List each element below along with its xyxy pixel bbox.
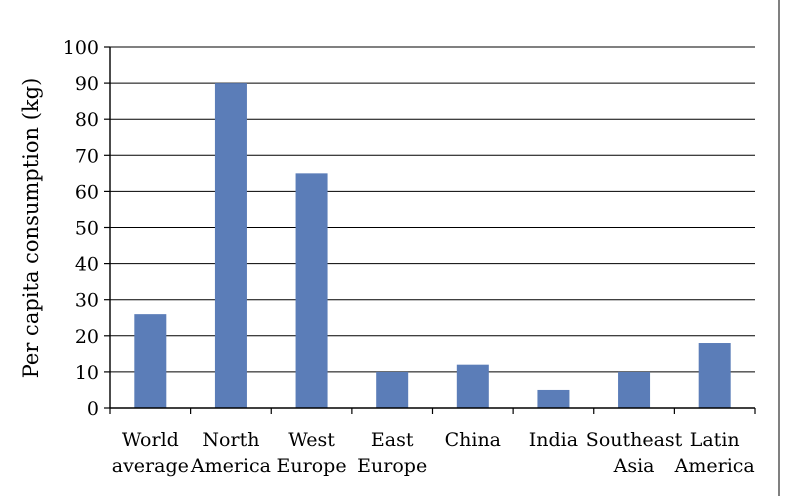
x-category-label: Latin America bbox=[674, 429, 755, 477]
y-tick-label: 0 bbox=[87, 398, 99, 420]
bar bbox=[295, 173, 328, 408]
x-category-label-line: East bbox=[371, 429, 414, 451]
x-category-label-line: North bbox=[202, 429, 259, 451]
x-category-label-line: America bbox=[190, 455, 271, 477]
x-category-label: East Europe bbox=[357, 429, 427, 477]
x-category-label-line: China bbox=[445, 429, 501, 451]
y-tick-label: 30 bbox=[75, 290, 99, 312]
y-tick-labels: 0 10 20 30 40 50 60 70 80 90 100 bbox=[63, 37, 99, 420]
x-category-label-line: America bbox=[674, 455, 755, 477]
x-category-label-line: India bbox=[529, 429, 578, 451]
gridlines bbox=[110, 46, 755, 373]
x-category-label: North America bbox=[190, 429, 271, 477]
x-category-label-line: Europe bbox=[357, 455, 427, 477]
y-tick-label: 90 bbox=[75, 73, 99, 95]
x-category-label-line: Southeast bbox=[586, 429, 683, 451]
y-tick-label: 100 bbox=[63, 37, 99, 59]
x-category-label-line: West bbox=[288, 429, 335, 451]
x-category-label: World average bbox=[112, 429, 189, 477]
bar bbox=[456, 364, 489, 408]
x-category-label: Southeast Asia bbox=[586, 429, 683, 477]
bar bbox=[134, 314, 167, 408]
x-category-label: West Europe bbox=[277, 429, 347, 477]
x-category-label-line: average bbox=[112, 455, 189, 477]
y-tick-label: 80 bbox=[75, 109, 99, 131]
bar bbox=[618, 371, 651, 408]
x-category-label-line: Latin bbox=[690, 429, 740, 451]
y-tick-label: 20 bbox=[75, 326, 99, 348]
y-tick-label: 50 bbox=[75, 218, 99, 240]
x-category-label: China bbox=[445, 429, 501, 451]
x-category-labels: World average North America West Europe East Eu… bbox=[112, 429, 755, 477]
x-category-label: India bbox=[529, 429, 578, 451]
axes bbox=[104, 46, 756, 414]
y-tick-label: 60 bbox=[75, 181, 99, 203]
y-axis-title: Per capita consumption (kg) bbox=[19, 78, 43, 379]
bars bbox=[134, 83, 731, 408]
bar bbox=[537, 389, 570, 408]
x-category-label-line: Asia bbox=[613, 455, 655, 477]
x-category-label-line: World bbox=[122, 429, 179, 451]
bar bbox=[698, 343, 731, 408]
bar bbox=[214, 83, 247, 408]
y-tick-label: 40 bbox=[75, 254, 99, 276]
bar bbox=[376, 371, 409, 408]
y-tick-label: 10 bbox=[75, 362, 99, 384]
y-tick-label: 70 bbox=[75, 145, 99, 167]
x-category-label-line: Europe bbox=[277, 455, 347, 477]
